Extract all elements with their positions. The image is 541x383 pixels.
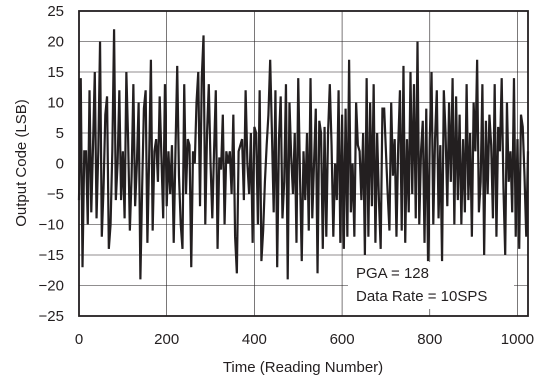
y-tick-label: 5 — [56, 125, 64, 142]
y-tick-label: 15 — [47, 64, 64, 81]
y-tick-label: −10 — [39, 217, 64, 234]
x-tick-labels: 0 200 400 600 800 1000 — [75, 331, 534, 348]
x-axis-title: Time (Reading Number) — [223, 359, 383, 376]
series-line — [77, 29, 530, 280]
y-tick-label: −15 — [39, 247, 64, 264]
annotation-data-rate: Data Rate = 10SPS — [356, 288, 487, 305]
y-tick-label: 20 — [47, 34, 64, 51]
x-tick-label: 200 — [154, 331, 179, 348]
x-tick-label: 400 — [242, 331, 267, 348]
annotation-pga: PGA = 128 — [356, 265, 429, 282]
y-axis-title: Output Code (LSB) — [13, 99, 30, 227]
series-layer — [77, 29, 530, 280]
x-tick-label: 600 — [330, 331, 355, 348]
y-tick-label: 10 — [47, 95, 64, 112]
y-tick-label: 25 — [47, 3, 64, 20]
x-tick-label: 800 — [417, 331, 442, 348]
plot-frame — [78, 10, 529, 317]
y-tick-label: 0 — [56, 156, 64, 173]
x-tick-label: 1000 — [501, 331, 534, 348]
y-tick-label: −25 — [39, 308, 64, 325]
y-tick-labels: 25 20 15 10 5 0 −5 −10 −15 −20 −25 — [39, 3, 64, 325]
x-tick-label: 0 — [75, 331, 83, 348]
annotation-box — [348, 262, 514, 309]
y-tick-label: −20 — [39, 278, 64, 295]
y-tick-label: −5 — [47, 186, 64, 203]
